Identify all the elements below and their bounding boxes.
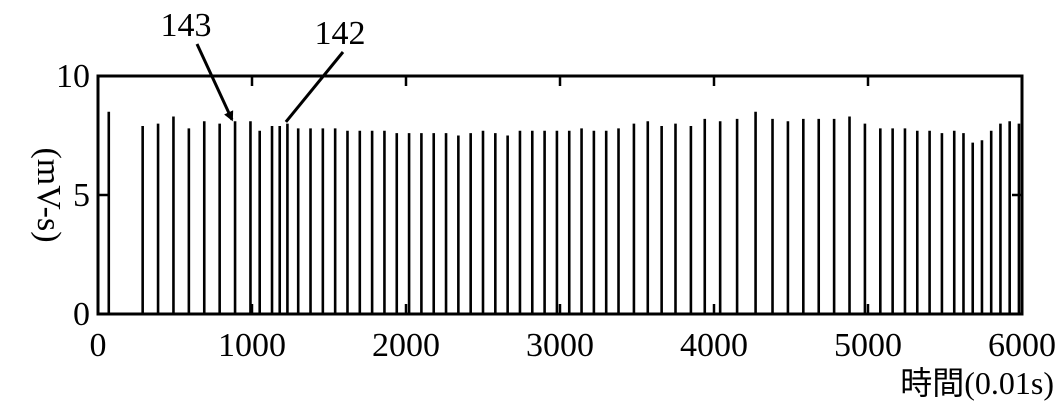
y-tick-label: 5 xyxy=(73,177,90,214)
x-tick-label: 1000 xyxy=(218,327,286,364)
x-tick-label: 4000 xyxy=(680,327,748,364)
x-tick-label: 3000 xyxy=(526,327,594,364)
y-tick-label: 0 xyxy=(73,296,90,333)
y-tick-label: 10 xyxy=(56,58,90,95)
plot-frame xyxy=(96,74,1024,316)
x-tick-label: 0 xyxy=(90,327,107,364)
annotation-arrow xyxy=(195,43,234,122)
x-axis-label: 時間(0.01s) xyxy=(900,365,1054,401)
x-axis: 0 1000 2000 3000 4000 5000 6000 xyxy=(90,76,1056,364)
annotation-label: 142 xyxy=(315,15,366,52)
x-tick-label: 5000 xyxy=(834,327,902,364)
annotation-label: 143 xyxy=(161,7,212,44)
y-axis-label: (mV-s) xyxy=(30,147,67,242)
annotation-arrow xyxy=(284,51,345,123)
x-tick-label: 2000 xyxy=(372,327,440,364)
y-axis: 0 5 10 xyxy=(56,58,1022,333)
annotations: 143 142 xyxy=(161,7,366,123)
bar-series xyxy=(107,111,1021,314)
x-tick-label: 6000 xyxy=(988,327,1056,364)
